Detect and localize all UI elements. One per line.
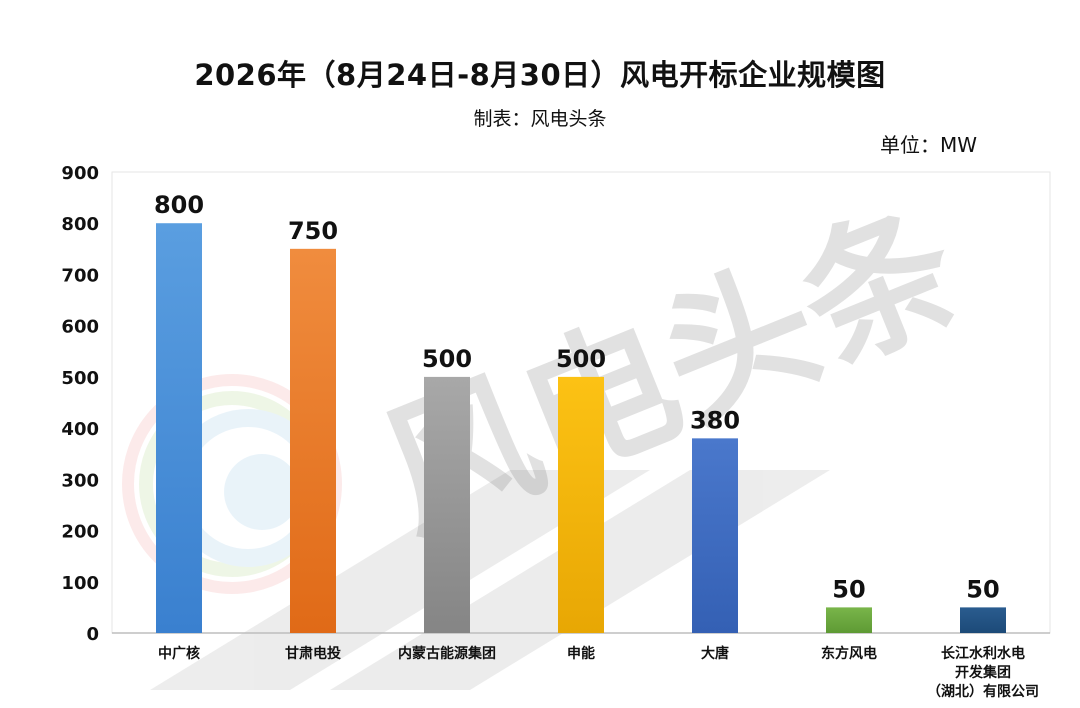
bar (558, 376, 604, 633)
x-tick-label: 内蒙古能源集团 (398, 645, 496, 662)
y-tick-label: 0 (86, 624, 99, 645)
chart-title: 2026年（8月24日-8月30日）风电开标企业规模图 (194, 58, 886, 92)
bar (960, 607, 1006, 633)
y-tick-label: 900 (61, 163, 99, 184)
x-tick-label: 申能 (567, 645, 595, 662)
x-tick-label: （湖北）有限公司 (927, 683, 1039, 700)
bar (692, 438, 738, 633)
data-label: 50 (966, 575, 999, 603)
y-tick-label: 400 (61, 419, 99, 440)
bar (424, 376, 470, 633)
bar (156, 223, 202, 633)
y-tick-label: 500 (61, 368, 99, 389)
x-tick-label: 东方风电 (821, 645, 877, 662)
data-label: 500 (422, 345, 472, 373)
y-tick-label: 700 (61, 265, 99, 286)
unit-label: 单位：MW (880, 133, 978, 157)
bar (290, 248, 336, 634)
x-tick-label: 大唐 (701, 645, 729, 662)
data-label: 50 (832, 575, 865, 603)
bar (826, 607, 872, 633)
data-label: 750 (288, 217, 338, 245)
x-tick-label: 开发集团 (955, 664, 1011, 681)
y-tick-label: 200 (61, 522, 99, 543)
data-label: 800 (154, 191, 204, 219)
y-tick-label: 300 (61, 470, 99, 491)
x-tick-label: 甘肃电投 (285, 645, 341, 662)
y-tick-label: 100 (61, 573, 99, 594)
data-label: 380 (690, 406, 740, 434)
x-tick-label: 中广核 (158, 645, 200, 662)
chart-subtitle: 制表：风电头条 (473, 108, 607, 130)
x-tick-label: 长江水利水电 (941, 645, 1025, 662)
y-tick-label: 800 (61, 214, 99, 235)
y-tick-label: 600 (61, 317, 99, 338)
data-label: 500 (556, 345, 606, 373)
